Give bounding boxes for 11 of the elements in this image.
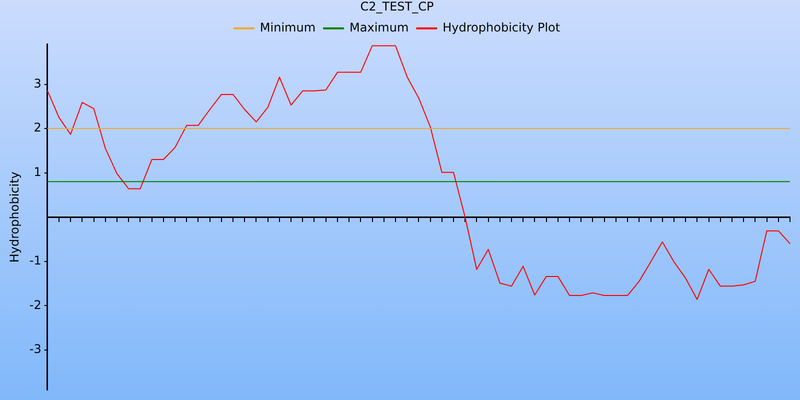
y-tick-label: 1 [34, 164, 42, 179]
y-axis-title: Hydrophobicity [7, 172, 22, 263]
legend-label: Maximum [350, 20, 409, 35]
y-tick-label: 2 [34, 120, 42, 135]
y-tick-label: 3 [34, 76, 42, 90]
y-tick-label: -1 [29, 254, 42, 268]
legend-label: Hydrophobicity Plot [442, 20, 560, 35]
y-tick-label: -2 [29, 298, 42, 312]
chart-title: C2_TEST_CP [360, 0, 434, 14]
y-tick-label: -3 [29, 342, 42, 356]
legend-label: Minimum [260, 20, 316, 35]
